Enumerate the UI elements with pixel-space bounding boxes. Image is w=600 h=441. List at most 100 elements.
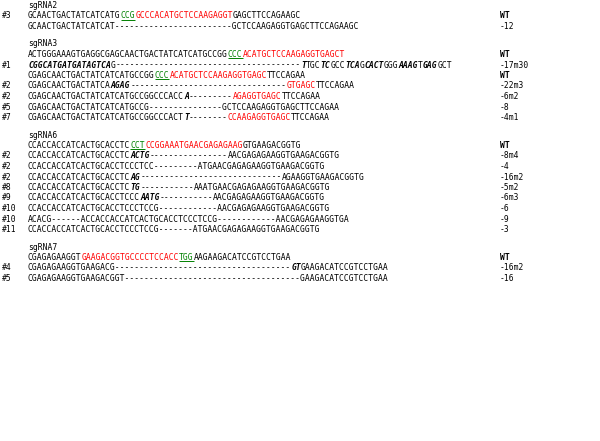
Text: AGAG: AGAG [111, 82, 130, 90]
Text: #5: #5 [2, 102, 12, 112]
Text: #1: #1 [2, 60, 12, 70]
Text: #4: #4 [2, 264, 12, 273]
Text: CCACCACCATCACTGCACCTCCCTCC---------ATGAACGAGAGAAGGTGAAGACGGTG: CCACCACCATCACTGCACCTCCCTCC---------ATGAA… [28, 162, 325, 171]
Text: ---------: --------- [189, 92, 233, 101]
Text: G: G [359, 60, 364, 70]
Text: GCT: GCT [437, 60, 452, 70]
Text: sgRNA3: sgRNA3 [28, 40, 57, 49]
Text: WT: WT [500, 253, 510, 262]
Text: #2: #2 [2, 92, 12, 101]
Text: CGAGAGAAGGTGAAGACG------------------------------------: CGAGAGAAGGTGAAGACG----------------------… [28, 264, 291, 273]
Text: GAAGACATCCGTCCTGAA: GAAGACATCCGTCCTGAA [301, 264, 389, 273]
Text: T: T [418, 60, 423, 70]
Text: -8m4: -8m4 [500, 152, 520, 161]
Text: TCA: TCA [345, 60, 359, 70]
Text: CCACCACCATCACTGCACCTCCCTCCG------------AACGAGAGAAGGTGAAGACGGTG: CCACCACCATCACTGCACCTCCCTCCG------------A… [28, 204, 330, 213]
Text: -17m30: -17m30 [500, 60, 529, 70]
Text: ACTGGGAAAGTGAGGCGAGCAACTGACTATCATCATGCCGG: ACTGGGAAAGTGAGGCGAGCAACTGACTATCATCATGCCG… [28, 50, 228, 59]
Text: GCAACTGACTATCATCAT------------------------GCTCCAAGAGGTGAGCTTCCAGAAGC: GCAACTGACTATCATCAT----------------------… [28, 22, 359, 31]
Text: AAATGAACGAGAGAAGGTGAAGACGGTG: AAATGAACGAGAGAAGGTGAAGACGGTG [194, 183, 330, 192]
Text: CCACCACCATCACTGCACCTCCCTCCG-------ATGAACGAGAGAAGGTGAAGACGGTG: CCACCACCATCACTGCACCTCCCTCCG-------ATGAAC… [28, 225, 320, 234]
Text: T: T [301, 60, 306, 70]
Text: CGAGCAACTGACTATCATCATGCCGG: CGAGCAACTGACTATCATCATGCCGG [28, 71, 155, 80]
Text: --------------------------------------: -------------------------------------- [116, 60, 301, 70]
Text: AATG: AATG [140, 194, 160, 202]
Text: -4: -4 [500, 162, 510, 171]
Text: -16: -16 [500, 274, 515, 283]
Text: GTGAGC: GTGAGC [286, 82, 316, 90]
Text: AACGAGAGAAGGTGAAGACGGTG: AACGAGAGAAGGTGAAGACGGTG [228, 152, 340, 161]
Text: sgRNA2: sgRNA2 [28, 1, 57, 10]
Text: GGG: GGG [384, 60, 398, 70]
Text: CCACCACCATCACTGCACCTC: CCACCACCATCACTGCACCTC [28, 172, 130, 182]
Text: CGAGCAACTGACTATCATCATGCCGGCCCACC: CGAGCAACTGACTATCATCATGCCGGCCCACC [28, 92, 184, 101]
Text: AAAG: AAAG [398, 60, 418, 70]
Text: AAGAAGACATCCGTCCTGAA: AAGAAGACATCCGTCCTGAA [194, 253, 291, 262]
Text: -16m2: -16m2 [500, 172, 524, 182]
Text: -4m1: -4m1 [500, 113, 520, 122]
Text: -----------: ----------- [140, 183, 194, 192]
Text: CGAGCAACTGACTATCATCATGCCG---------------GCTCCAAGAGGTGAGCTTCCAGAA: CGAGCAACTGACTATCATCATGCCG---------------… [28, 102, 340, 112]
Text: ----------------: ---------------- [150, 152, 228, 161]
Text: sgRNA7: sgRNA7 [28, 243, 57, 251]
Text: CCG: CCG [121, 11, 135, 20]
Text: -3: -3 [500, 225, 510, 234]
Text: sgRNA6: sgRNA6 [28, 131, 57, 139]
Text: #7: #7 [2, 113, 12, 122]
Text: #9: #9 [2, 194, 12, 202]
Text: -6m2: -6m2 [500, 92, 520, 101]
Text: -----------: ----------- [160, 194, 213, 202]
Text: GT: GT [291, 264, 301, 273]
Text: -8: -8 [500, 102, 510, 112]
Text: CGAGAGAAGGT: CGAGAGAAGGT [28, 253, 82, 262]
Text: ACACG------ACCACCACCATCACTGCACCTCCCTCCG------------AACGAGAGAAGGTGA: ACACG------ACCACCACCATCACTGCACCTCCCTCCG-… [28, 214, 350, 224]
Text: WT: WT [500, 71, 510, 80]
Text: G: G [111, 60, 116, 70]
Text: #10: #10 [2, 204, 17, 213]
Text: TTCCAGAA: TTCCAGAA [267, 71, 306, 80]
Text: AG: AG [130, 172, 140, 182]
Text: CCACCACCATCACTGCACCTCCC: CCACCACCATCACTGCACCTCCC [28, 194, 140, 202]
Text: -16m2: -16m2 [500, 264, 524, 273]
Text: ACATGCTCCAAGAGGTGAGC: ACATGCTCCAAGAGGTGAGC [169, 71, 267, 80]
Text: #5: #5 [2, 274, 12, 283]
Text: GTGAAGACGGTG: GTGAAGACGGTG [242, 141, 301, 150]
Text: TG: TG [130, 183, 140, 192]
Text: WT: WT [500, 11, 510, 20]
Text: -6: -6 [500, 204, 510, 213]
Text: ACATGCTCCAAGAGGTGAGCT: ACATGCTCCAAGAGGTGAGCT [242, 50, 345, 59]
Text: -5m2: -5m2 [500, 183, 520, 192]
Text: #2: #2 [2, 172, 12, 182]
Text: TTCCAGAA: TTCCAGAA [281, 92, 320, 101]
Text: CGAGCAACTGACTATCA: CGAGCAACTGACTATCA [28, 82, 111, 90]
Text: TTCCAGAA: TTCCAGAA [316, 82, 355, 90]
Text: WT: WT [500, 141, 510, 150]
Text: A: A [184, 92, 189, 101]
Text: #8: #8 [2, 183, 12, 192]
Text: #10: #10 [2, 214, 17, 224]
Text: T: T [184, 113, 189, 122]
Text: #2: #2 [2, 82, 12, 90]
Text: CCT: CCT [130, 141, 145, 150]
Text: AGAAGGTGAAGACGGTG: AGAAGGTGAAGACGGTG [281, 172, 364, 182]
Text: GCCCACATGCTCCAAGAGGT: GCCCACATGCTCCAAGAGGT [135, 11, 233, 20]
Text: GAG: GAG [423, 60, 437, 70]
Text: #11: #11 [2, 225, 17, 234]
Text: AACGAGAGAAGGTGAAGACGGTG: AACGAGAGAAGGTGAAGACGGTG [213, 194, 325, 202]
Text: CCC: CCC [228, 50, 242, 59]
Text: TC: TC [320, 60, 330, 70]
Text: CCACCACCATCACTGCACCTC: CCACCACCATCACTGCACCTC [28, 152, 130, 161]
Text: TTCCAGAA: TTCCAGAA [291, 113, 330, 122]
Text: CCACCACCATCACTGCACCTC: CCACCACCATCACTGCACCTC [28, 141, 130, 150]
Text: CGGCATGATGATAGTCA: CGGCATGATGATAGTCA [28, 60, 111, 70]
Text: TGC: TGC [306, 60, 320, 70]
Text: CCC: CCC [155, 71, 169, 80]
Text: CGAGCAACTGACTATCATCATGCCGGCCCACT: CGAGCAACTGACTATCATCATGCCGGCCCACT [28, 113, 184, 122]
Text: -9: -9 [500, 214, 510, 224]
Text: #3: #3 [2, 11, 12, 20]
Text: #2: #2 [2, 152, 12, 161]
Text: CCGGAAATGAACGAGAGAAG: CCGGAAATGAACGAGAGAAG [145, 141, 242, 150]
Text: -6m3: -6m3 [500, 194, 520, 202]
Text: --------------------------------: -------------------------------- [130, 82, 286, 90]
Text: -12: -12 [500, 22, 515, 31]
